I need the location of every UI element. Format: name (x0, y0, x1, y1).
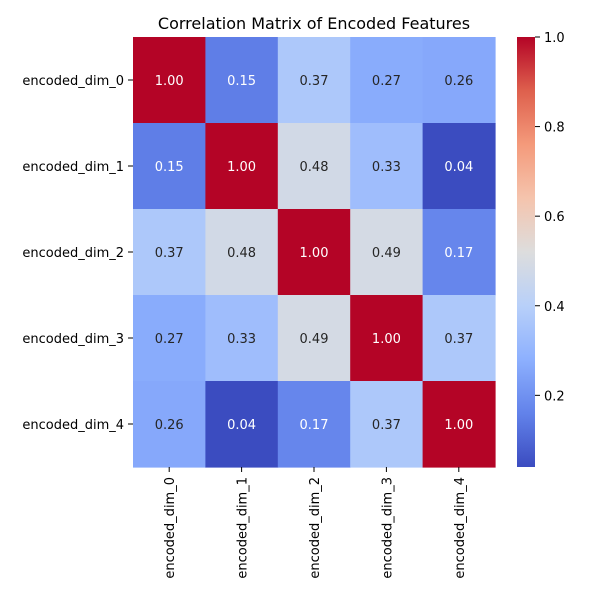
heatmap-cell-2-1 (205, 209, 279, 296)
cell-annotation-0-0: 1.00 (155, 74, 184, 89)
cell-annotation-3-1: 0.33 (227, 332, 256, 347)
heatmap-cell-2-2 (277, 209, 351, 296)
cell-annotation-0-1: 0.15 (227, 74, 256, 89)
cell-annotation-0-3: 0.27 (372, 74, 401, 89)
cell-annotation-4-2: 0.17 (300, 418, 329, 433)
heatmap-cell-1-2 (277, 123, 351, 210)
colorbar: 0.2 0.4 0.6 0.8 1.0 (517, 31, 565, 467)
cell-annotation-4-1: 0.04 (227, 418, 256, 433)
cell-annotation-3-3: 1.00 (372, 332, 401, 347)
heatmap-cell-3-3 (350, 295, 424, 382)
heatmap-cell-4-1 (205, 381, 279, 468)
x-axis: encoded_dim_0 encoded_dim_1 encoded_dim_2 e… (163, 467, 468, 579)
heatmap-cell-4-0 (133, 381, 206, 468)
cell-annotation-4-4: 1.00 (444, 418, 473, 433)
heatmap-cell-1-1 (205, 123, 279, 210)
colorbar-tick-label: 0.8 (544, 121, 565, 136)
cell-annotation-3-4: 0.37 (444, 332, 473, 347)
cell-annotation-2-2: 1.00 (300, 246, 329, 261)
y-axis: encoded_dim_0 encoded_dim_1 encoded_dim_2e… (22, 74, 133, 433)
heatmap-cell-2-4 (422, 209, 496, 296)
heatmap-cell-4-3 (350, 381, 424, 468)
cell-annotation-4-3: 0.37 (372, 418, 401, 433)
cell-annotation-1-0: 0.15 (155, 160, 184, 175)
colorbar-tick-label: 1.0 (544, 31, 565, 46)
heatmap-cell-3-2 (277, 295, 351, 382)
colorbar-tick-label: 0.6 (544, 210, 565, 225)
heatmap-cells (133, 37, 496, 468)
colorbar-gradient (517, 37, 535, 467)
heatmap-cell-0-2 (277, 37, 351, 124)
cell-annotation-3-0: 0.27 (155, 332, 184, 347)
heatmap-cell-4-2 (277, 381, 351, 468)
x-tick-label: encoded_dim_2 (308, 477, 323, 579)
heatmap-cell-2-3 (350, 209, 424, 296)
cell-annotation-3-2: 0.49 (300, 332, 329, 347)
chart-title: Correlation Matrix of Encoded Features (158, 14, 470, 33)
cell-annotation-2-1: 0.48 (227, 246, 256, 261)
y-tick-label: encoded_dim_1 (22, 160, 124, 175)
heatmap-cell-3-4 (422, 295, 496, 382)
cell-annotation-2-4: 0.17 (444, 246, 473, 261)
cell-annotations: 1.00 0.15 0.37 0.27 0.26 0.15 1.00 0.48 0.33 0.04… (155, 74, 474, 433)
colorbar-tick-label: 0.4 (544, 300, 565, 315)
heatmap-cell-0-3 (350, 37, 424, 124)
colorbar-tick-label: 0.2 (544, 389, 565, 404)
heatmap-cell-1-0 (133, 123, 206, 210)
cell-annotation-0-4: 0.26 (444, 74, 473, 89)
cell-annotation-1-3: 0.33 (372, 160, 401, 175)
heatmap-cell-1-3 (350, 123, 424, 210)
y-tick-label: encoded_dim_3 (22, 332, 124, 347)
cell-annotation-2-3: 0.49 (372, 246, 401, 261)
heatmap-cell-4-4 (422, 381, 496, 468)
heatmap-cell-2-0 (133, 209, 206, 296)
cell-annotation-1-4: 0.04 (444, 160, 473, 175)
cell-annotation-1-1: 1.00 (227, 160, 256, 175)
x-tick-label: encoded_dim_4 (453, 477, 468, 579)
heatmap-cell-0-4 (422, 37, 496, 124)
cell-annotation-0-2: 0.37 (300, 74, 329, 89)
y-tick-label: encoded_dim_0 (22, 74, 124, 89)
y-tick-label: encoded_dim_4 (22, 418, 124, 433)
cell-annotation-1-2: 0.48 (300, 160, 329, 175)
x-tick-label: encoded_dim_1 (236, 477, 251, 579)
y-tick-label: encoded_dim_2 (22, 246, 124, 261)
heatmap-cell-0-1 (205, 37, 279, 124)
heatmap-cell-1-4 (422, 123, 496, 210)
heatmap-cell-3-1 (205, 295, 279, 382)
heatmap-cell-0-0 (133, 37, 206, 124)
cell-annotation-4-0: 0.26 (155, 418, 184, 433)
cell-annotation-2-0: 0.37 (155, 246, 184, 261)
x-tick-label: encoded_dim_3 (380, 477, 395, 579)
x-tick-label: encoded_dim_0 (163, 477, 178, 579)
heatmap-cell-3-0 (133, 295, 206, 382)
